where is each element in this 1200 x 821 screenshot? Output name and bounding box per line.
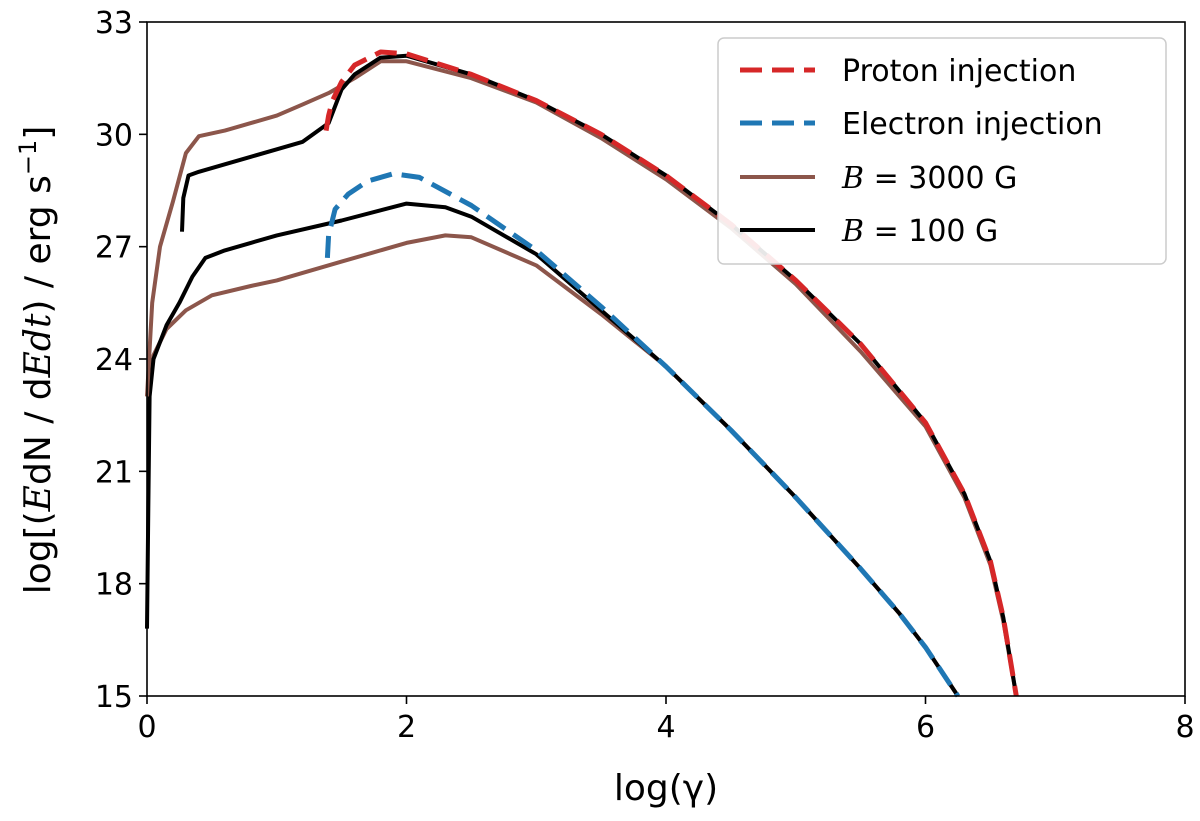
y-tick-label: 27 — [95, 231, 133, 266]
x-tick-label: 2 — [397, 710, 416, 745]
x-tick-label: 4 — [656, 710, 675, 745]
series-layer — [145, 49, 1019, 698]
legend-box — [717, 37, 1167, 265]
y-tick-label: 30 — [95, 118, 133, 153]
y-tick-label: 21 — [95, 455, 133, 490]
legend-label-b100: B = 100 G — [841, 214, 998, 249]
x-tick-label: 8 — [1175, 710, 1194, 745]
y-tick-label: 24 — [95, 343, 133, 378]
series-line-proton-injection — [323, 49, 1019, 697]
x-tick-label: 0 — [137, 710, 156, 745]
y-tick-label: 15 — [95, 680, 133, 715]
legend-label-proton: Proton injection — [842, 54, 1076, 89]
series-line-b-3000-g-proton — [145, 59, 1019, 697]
y-tick-label: 18 — [95, 568, 133, 603]
legend: Proton injection Electron injection B = … — [717, 37, 1167, 265]
x-tick-label: 6 — [916, 710, 935, 745]
x-axis-label: log(γ) — [614, 768, 718, 809]
legend-label-electron: Electron injection — [842, 107, 1103, 142]
legend-label-b3000: B = 3000 G — [841, 161, 1017, 196]
series-line-b-3000-g-electron — [145, 233, 960, 698]
y-axis-label: log[(EdN / dEdt) / erg s−1] — [14, 126, 59, 595]
y-tick-label: 33 — [95, 6, 133, 41]
